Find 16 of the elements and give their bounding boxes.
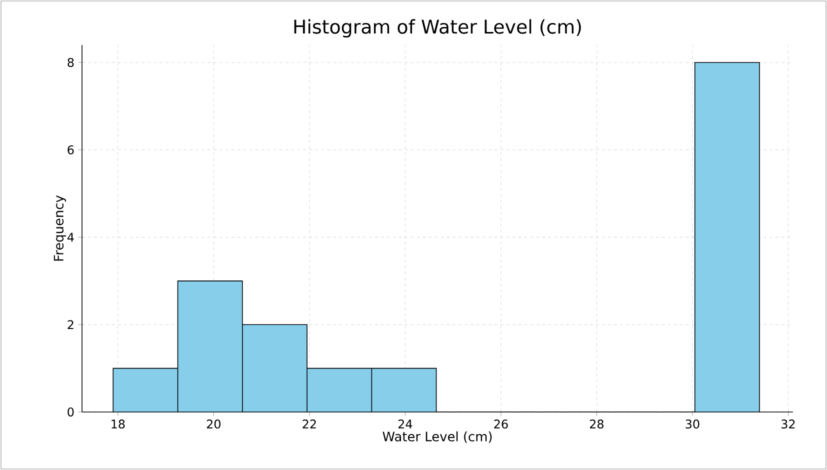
y-tick-label: 2 [68, 320, 74, 330]
y-tick-label: 8 [68, 58, 74, 67]
x-tick-label: 32 [782, 420, 795, 429]
x-tick-label: 26 [494, 420, 508, 429]
chart-title: Histogram of Water Level (cm) [294, 19, 581, 38]
x-tick-label: 30 [686, 420, 700, 429]
x-tick-label: 18 [112, 420, 125, 429]
x-tick-label: 24 [398, 420, 412, 428]
y-tick-label: 0 [68, 407, 74, 417]
y-tick-label: 6 [68, 145, 74, 154]
y-axis-title: Frequency [54, 195, 66, 261]
x-axis-title: Water Level (cm) [382, 431, 492, 443]
x-tick-label: 22 [302, 420, 316, 428]
x-tick-label: 20 [206, 420, 220, 429]
y-tick-label: 4 [67, 232, 74, 242]
x-tick-label: 28 [590, 420, 604, 429]
